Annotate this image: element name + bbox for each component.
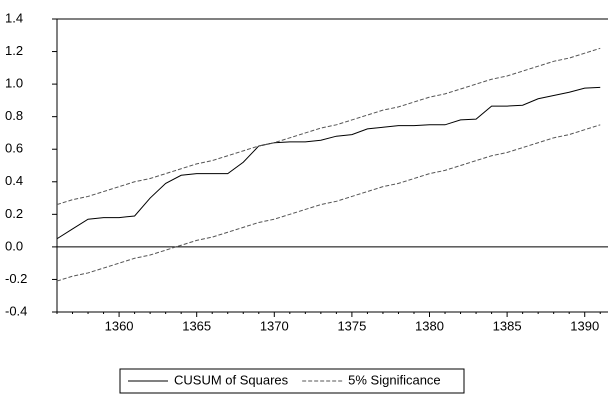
x-tick-label: 1380 [415, 318, 444, 333]
x-tick-label: 1390 [570, 318, 599, 333]
y-tick-label: 1.4 [5, 10, 23, 25]
series-line [56, 124, 601, 282]
y-tick-label: 0.4 [5, 173, 23, 188]
legend-box [119, 368, 465, 394]
y-tick-label: -0.2 [5, 271, 27, 286]
y-tick-label: 0.2 [5, 206, 23, 221]
x-tick-label: 1375 [337, 318, 366, 333]
x-tick-label: 1365 [182, 318, 211, 333]
x-tick-label: 1370 [260, 318, 289, 333]
series-line [56, 47, 601, 206]
y-tick-label: 0.6 [5, 141, 23, 156]
y-tick-label: 1.2 [5, 43, 23, 58]
y-tick-label: 1.0 [5, 76, 23, 91]
legend-label: CUSUM of Squares [174, 372, 289, 387]
y-tick-label: 0.0 [5, 238, 23, 253]
legend-label: 5% Significance [348, 372, 441, 387]
y-tick-label: -0.4 [5, 303, 27, 318]
y-tick-label: 0.8 [5, 108, 23, 123]
x-tick-label: 1385 [493, 318, 522, 333]
x-tick-label: 1360 [105, 318, 134, 333]
series-line [56, 86, 601, 240]
